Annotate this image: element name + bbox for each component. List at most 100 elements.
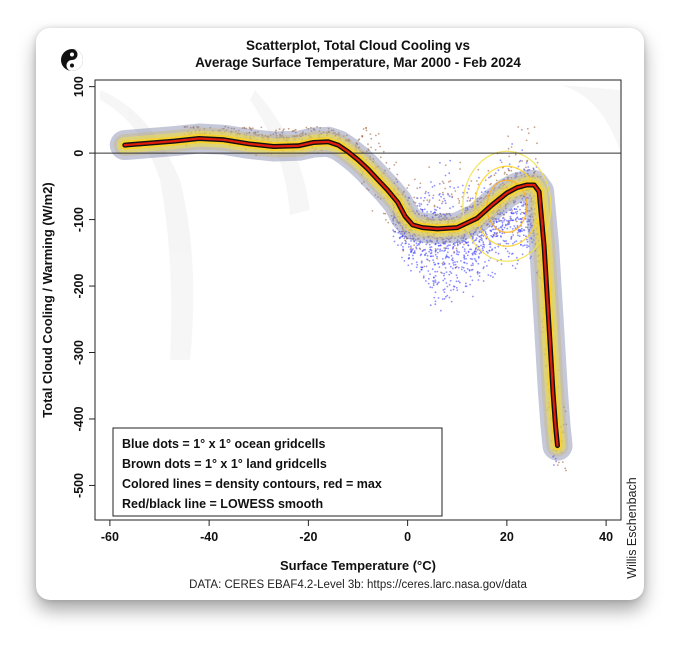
x-tick-label: -60 xyxy=(101,530,119,544)
ocean-dot xyxy=(436,248,439,251)
land-dot xyxy=(419,248,422,251)
ocean-dot xyxy=(441,202,443,205)
ocean-dot xyxy=(511,252,514,255)
land-dot xyxy=(209,126,212,129)
land-dot xyxy=(241,127,244,129)
ocean-dot xyxy=(432,212,435,214)
ocean-dot xyxy=(514,172,517,174)
ocean-dot xyxy=(453,244,456,247)
ocean-dot xyxy=(457,253,460,256)
land-dot xyxy=(536,142,538,145)
land-dot xyxy=(385,218,387,221)
ocean-dot xyxy=(517,165,520,168)
land-dot xyxy=(405,236,408,238)
land-dot xyxy=(470,180,473,182)
land-dot xyxy=(393,164,396,166)
ocean-dot xyxy=(397,244,399,247)
land-dot xyxy=(355,146,357,149)
ocean-dot xyxy=(476,234,479,237)
land-dot xyxy=(404,239,406,242)
ocean-dot xyxy=(478,230,481,233)
land-dot xyxy=(369,158,371,161)
ocean-dot xyxy=(449,207,451,210)
ocean-dot xyxy=(535,272,538,274)
ocean-dot xyxy=(475,239,477,241)
land-dot xyxy=(366,187,368,190)
ocean-dot xyxy=(526,172,529,175)
ocean-dot xyxy=(430,181,432,183)
ocean-dot xyxy=(433,208,436,211)
land-dot xyxy=(235,130,238,133)
ocean-dot xyxy=(478,252,481,255)
ocean-dot xyxy=(489,246,492,248)
ocean-dot xyxy=(481,239,483,242)
land-dot xyxy=(502,216,505,219)
plot-frame xyxy=(94,79,622,521)
ocean-dot xyxy=(436,206,439,209)
land-dot xyxy=(230,127,233,130)
ocean-dot xyxy=(432,197,434,199)
land-dot xyxy=(395,178,398,181)
ocean-dot xyxy=(392,235,395,238)
ocean-dot xyxy=(446,251,449,254)
land-dot xyxy=(243,126,246,129)
land-dot xyxy=(414,234,417,237)
land-dot xyxy=(333,131,336,134)
ocean-dot xyxy=(527,197,529,199)
ocean-dot xyxy=(508,223,511,225)
ocean-dot xyxy=(504,224,507,227)
ocean-dot xyxy=(475,250,478,253)
land-dot xyxy=(272,133,275,136)
land-dot xyxy=(459,161,462,164)
land-dot xyxy=(565,469,567,472)
land-dot xyxy=(372,158,375,160)
land-dot xyxy=(245,127,248,130)
ocean-dot xyxy=(471,268,474,271)
ocean-dot xyxy=(514,176,516,179)
ocean-dot xyxy=(495,221,498,224)
ocean-dot xyxy=(429,304,432,307)
land-dot xyxy=(412,248,415,250)
ocean-dot xyxy=(530,255,533,258)
land-dot xyxy=(387,221,390,224)
ocean-dot xyxy=(479,238,482,241)
ocean-dot xyxy=(528,230,530,233)
ocean-dot xyxy=(527,218,530,221)
land-dot xyxy=(444,240,447,243)
ocean-dot xyxy=(455,274,458,277)
land-dot xyxy=(563,406,565,409)
ocean-dot xyxy=(513,225,516,227)
ocean-dot xyxy=(444,257,447,259)
land-dot xyxy=(449,180,452,182)
ocean-dot xyxy=(468,184,471,187)
ocean-dot xyxy=(442,238,445,241)
ocean-dot xyxy=(515,240,518,243)
land-dot xyxy=(510,217,513,220)
ocean-dot xyxy=(553,464,555,466)
legend-item-land: Brown dots = 1° x 1° land gridcells xyxy=(122,457,327,471)
ocean-dot xyxy=(420,197,422,199)
land-dot xyxy=(496,232,498,235)
ocean-dot xyxy=(484,190,487,193)
ocean-dot xyxy=(530,222,532,225)
ocean-dot xyxy=(454,266,457,269)
land-dot xyxy=(397,187,400,190)
ocean-dot xyxy=(499,159,502,162)
ocean-dot xyxy=(432,280,434,282)
ocean-dot xyxy=(425,265,428,268)
land-dot xyxy=(281,131,284,134)
land-dot xyxy=(274,131,277,134)
land-dot xyxy=(490,217,493,220)
land-dot xyxy=(536,161,539,164)
ocean-dot xyxy=(443,291,446,293)
land-dot xyxy=(503,173,506,175)
land-dot xyxy=(292,130,295,133)
ocean-dot xyxy=(400,244,403,246)
ocean-dot xyxy=(435,209,438,212)
ocean-dot xyxy=(399,232,402,235)
ocean-dot xyxy=(513,208,516,210)
land-dot xyxy=(433,205,436,208)
ocean-dot xyxy=(456,251,459,253)
land-dot xyxy=(420,208,423,211)
